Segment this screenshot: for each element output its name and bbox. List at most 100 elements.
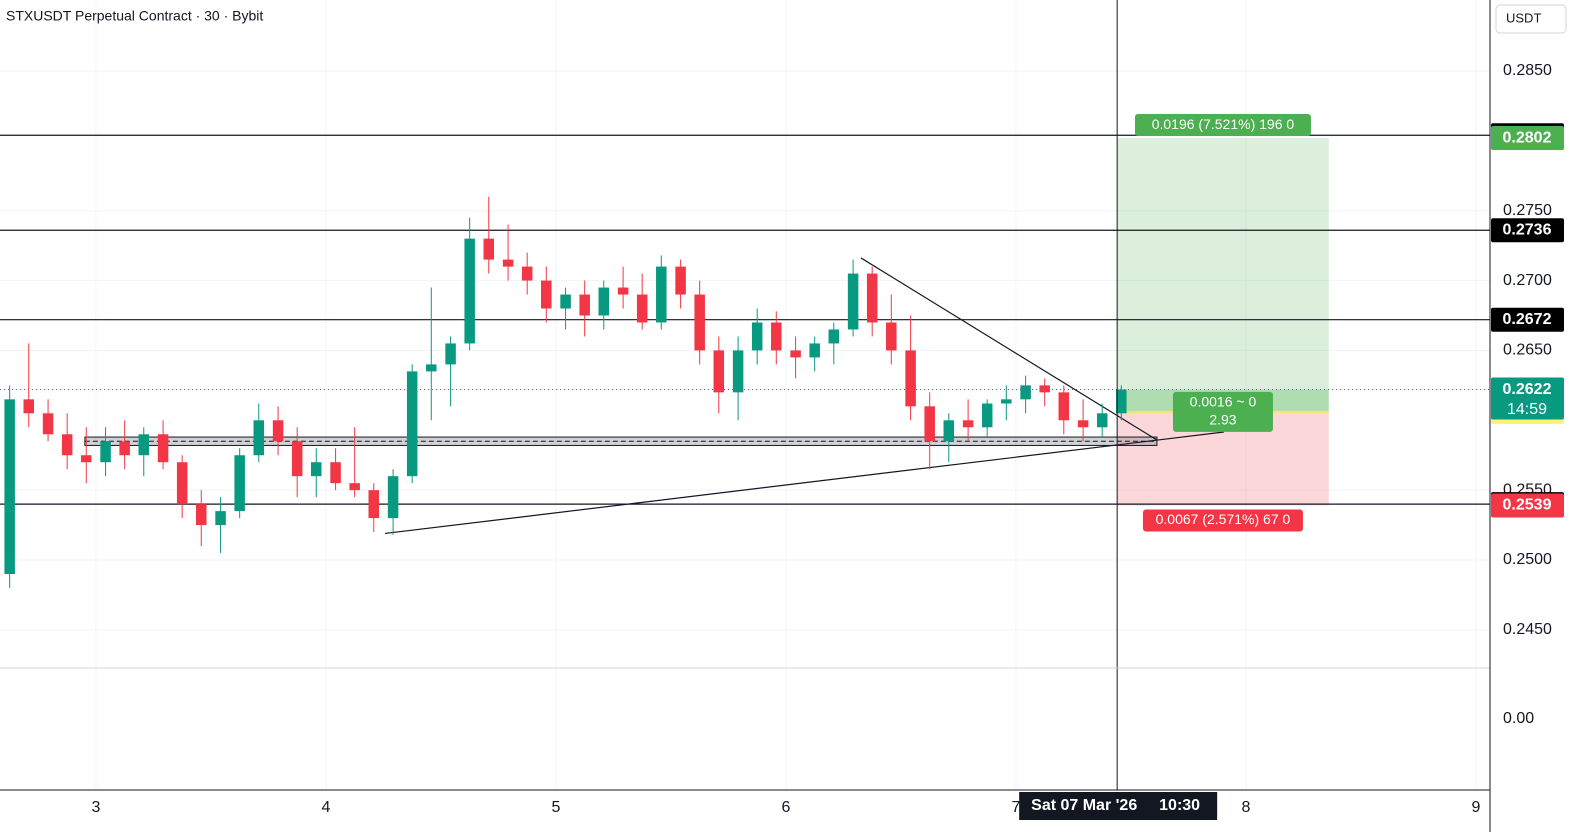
candle xyxy=(311,448,322,498)
candle-body xyxy=(598,287,610,316)
candle xyxy=(464,217,475,351)
candle xyxy=(560,287,571,330)
candle-body xyxy=(387,476,399,519)
candle xyxy=(291,427,303,498)
last-price-label: 0.2622 xyxy=(1503,381,1552,398)
x-tick-label: 7 xyxy=(1011,799,1020,816)
y-tick-label: 0.2850 xyxy=(1503,62,1552,79)
candle xyxy=(42,399,54,442)
candle xyxy=(157,420,169,470)
candle xyxy=(847,259,859,337)
candle xyxy=(656,255,667,330)
candle-body xyxy=(732,350,744,393)
candle xyxy=(1058,385,1070,435)
candle-body xyxy=(272,420,284,442)
candle-body xyxy=(330,462,341,484)
candle-body xyxy=(234,455,245,512)
currency-button[interactable] xyxy=(1495,4,1567,34)
candle xyxy=(100,427,111,477)
candle-body xyxy=(905,350,916,407)
candle-body xyxy=(636,294,648,323)
candle xyxy=(176,455,188,519)
candle xyxy=(253,403,265,463)
candle-body xyxy=(1020,385,1031,400)
stop-label: 0.0067 (2.571%) 67 0 xyxy=(1156,511,1291,527)
candle xyxy=(483,196,495,274)
chart-title: STXUSDT Perpetual Contract · 30 · Bybit xyxy=(6,8,263,24)
candle xyxy=(81,427,92,484)
candle-body xyxy=(215,511,226,526)
plot: 0.0196 (7.521%) 196 0 0.0016 ~ 0 2.93 0.006… xyxy=(0,0,1490,790)
candle xyxy=(981,399,993,438)
level-label-box xyxy=(1491,307,1564,332)
axes: 0.28500.27500.27000.26500.25500.25000.24… xyxy=(91,62,1564,820)
currency: USDT xyxy=(1506,10,1541,25)
x-tick-label: 6 xyxy=(781,799,790,816)
level-label-box xyxy=(1491,218,1564,243)
y-tick-label: 0.2700 xyxy=(1503,272,1552,289)
candle xyxy=(886,294,897,365)
candle-body xyxy=(119,441,130,456)
candle xyxy=(445,336,456,407)
candle-body xyxy=(291,441,303,477)
candle xyxy=(598,280,610,330)
x-tick-label: 4 xyxy=(321,799,330,816)
target-zone xyxy=(1117,138,1329,412)
candle-body xyxy=(751,322,763,351)
last-price-label-box xyxy=(1491,377,1564,420)
candle xyxy=(924,392,935,470)
candle xyxy=(1001,385,1012,421)
x-tick-label: 5 xyxy=(551,799,560,816)
candle xyxy=(943,413,955,463)
mid-label-box xyxy=(1172,391,1273,432)
candle-body xyxy=(617,287,629,295)
candle-body xyxy=(196,504,207,526)
candle xyxy=(771,311,782,365)
candle xyxy=(751,308,763,365)
mid-label: 0.0016 ~ 0 xyxy=(1190,394,1257,410)
candle-body xyxy=(445,343,456,365)
target-label: 0.0196 (7.521%) 196 0 xyxy=(1152,116,1295,132)
candle-body xyxy=(253,420,265,456)
candle-body xyxy=(464,238,475,344)
candle xyxy=(828,322,840,365)
candle xyxy=(196,490,207,547)
x-tick-label: 9 xyxy=(1472,799,1481,816)
candle-body xyxy=(579,294,590,316)
crosshair-time-box xyxy=(1019,792,1218,820)
candle-body xyxy=(1001,399,1012,404)
trendline xyxy=(384,431,1224,535)
candle-body xyxy=(521,266,533,281)
candle-body xyxy=(157,434,169,463)
candle xyxy=(1077,399,1089,442)
ratio-label: 2.93 xyxy=(1209,412,1236,428)
candle-body xyxy=(23,399,35,414)
candle xyxy=(215,497,226,554)
target-label-box xyxy=(1134,114,1311,137)
candle xyxy=(502,224,514,281)
candle xyxy=(579,280,590,337)
candle-body xyxy=(1058,392,1070,421)
candle-body xyxy=(790,350,801,358)
crosshair-time: 10:30 xyxy=(1159,797,1200,814)
candle xyxy=(1020,375,1031,414)
stop-price-label-box xyxy=(1491,493,1564,518)
candle-body xyxy=(713,350,725,393)
candle-body xyxy=(81,455,92,463)
candle-body xyxy=(61,434,73,456)
level-label: 0.2672 xyxy=(1503,311,1552,328)
candle-body xyxy=(138,434,150,456)
candle xyxy=(138,427,150,477)
candle xyxy=(521,252,533,295)
target-price-label-box xyxy=(1491,126,1564,151)
target-price-label: 0.2802 xyxy=(1503,129,1552,146)
candle-body xyxy=(943,420,955,442)
candle-body xyxy=(368,490,380,519)
trendline xyxy=(860,257,1158,441)
candle-body xyxy=(1077,420,1089,428)
candle xyxy=(387,469,399,535)
candle-body xyxy=(176,462,188,505)
pane-label: 0.00 xyxy=(1503,710,1534,727)
candle-body xyxy=(1116,389,1127,414)
